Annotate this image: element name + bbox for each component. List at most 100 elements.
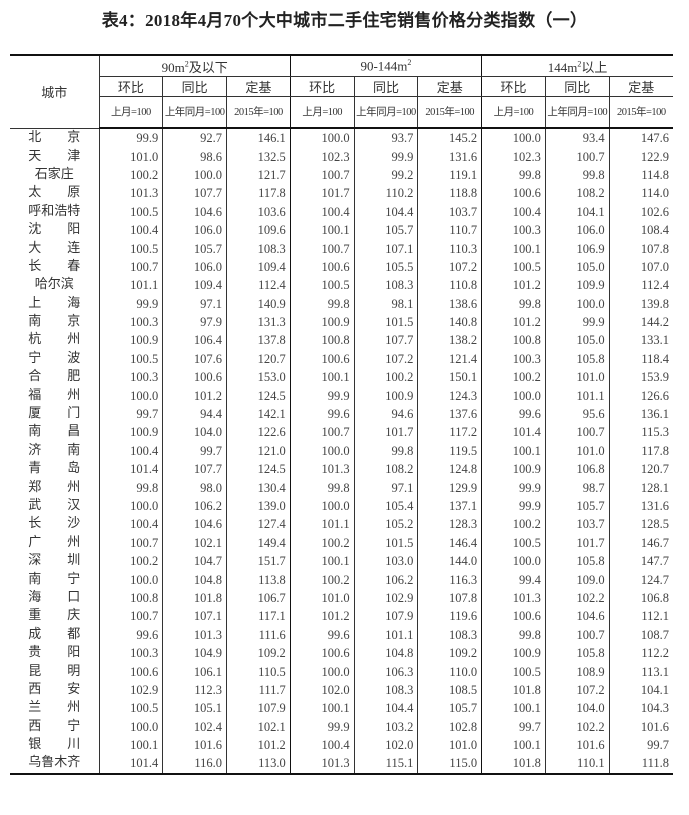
index-value-mom: 100.0 [289,128,355,148]
index-value-fixed-base: 102.8 [417,717,482,736]
index-value-mom: 100.5 [289,276,355,295]
table-row: 贵 阳 100.3 104.9 109.2 100.6 104.8 109.2 100.9 10… [10,643,673,663]
index-value-fixed-base: 102.6 [608,202,673,221]
city-name: 宁 波 [28,350,81,366]
city-name: 南 宁 [28,571,81,587]
index-value-yoy: 107.7 [353,331,418,350]
index-value-yoy: 107.1 [353,239,418,258]
index-value-fixed-base: 131.3 [226,312,291,332]
index-value-mom: 99.6 [289,404,355,424]
index-value-mom: 99.6 [481,404,546,424]
index-value-mom: 100.7 [289,423,355,442]
index-value-mom: 100.3 [481,220,546,240]
city-name: 深 圳 [28,553,81,569]
city-name: 海 口 [28,589,81,605]
table-row: 杭 州 100.9 106.4 137.8 100.8 107.7 138.2 100.8 10… [10,331,673,350]
index-value-mom: 100.5 [481,662,546,681]
index-value-mom: 101.1 [289,515,355,534]
index-value-yoy: 106.2 [162,496,227,516]
index-value-fixed-base: 109.2 [226,643,291,663]
index-value-mom: 100.9 [289,312,355,332]
index-value-yoy: 101.6 [544,735,610,755]
city-name: 青 岛 [28,461,81,477]
index-value-fixed-base: 107.8 [608,239,673,258]
index-value-yoy: 107.1 [162,607,227,626]
index-value-mom: 100.2 [481,368,546,387]
index-value-yoy: 104.9 [162,643,227,663]
index-value-mom: 100.8 [481,331,546,350]
city-name: 郑 州 [28,479,81,495]
index-value-mom: 100.1 [481,699,546,718]
index-value-mom: 100.0 [289,496,355,516]
index-value-yoy: 116.0 [162,754,227,774]
table-row: 深 圳 100.2 104.7 151.7 100.1 103.0 144.0 100.0 10… [10,551,673,571]
index-value-fixed-base: 137.6 [417,404,482,424]
index-value-mom: 101.2 [289,607,355,626]
base-header-mom: 上月=100 [98,96,163,129]
index-value-fixed-base: 128.3 [417,515,482,534]
index-value-fixed-base: 144.0 [417,551,482,571]
group-header-small: 90m2及以下 [98,55,291,77]
base-header-yoy: 上年同月=100 [353,96,418,129]
city-name: 呼和浩特 [28,203,81,219]
index-value-fixed-base: 108.3 [226,239,291,258]
city-column-header: 城市 [10,55,99,129]
index-value-yoy: 104.8 [353,643,418,663]
index-value-yoy: 93.4 [544,128,610,148]
index-value-yoy: 105.8 [544,643,610,663]
index-value-fixed-base: 113.8 [226,570,291,589]
index-value-mom: 100.0 [98,386,163,405]
index-value-yoy: 94.6 [353,404,418,424]
index-value-mom: 99.9 [98,294,163,313]
index-value-fixed-base: 145.2 [417,128,482,148]
index-value-mom: 100.6 [289,643,355,663]
index-value-yoy: 106.9 [544,239,610,258]
index-value-yoy: 100.7 [544,423,610,442]
index-value-mom: 100.1 [289,220,355,240]
index-value-fixed-base: 115.0 [417,754,482,774]
index-value-mom: 99.9 [481,478,546,497]
city-name: 北 京 [28,129,81,145]
index-value-yoy: 102.4 [162,717,227,736]
index-value-mom: 101.0 [98,147,163,166]
index-value-yoy: 99.8 [353,441,418,461]
group-label: 144m [547,59,578,75]
index-value-yoy: 108.3 [353,276,418,295]
index-value-yoy: 106.1 [162,662,227,681]
index-value-yoy: 99.8 [544,165,610,185]
index-value-fixed-base: 124.5 [226,386,291,405]
table-row: 重 庆 100.7 107.1 117.1 101.2 107.9 119.6 100.6 10… [10,607,673,626]
city-name: 广 州 [28,534,81,550]
index-value-mom: 99.8 [289,294,355,313]
subcol-header-yoy: 同比 [162,76,227,97]
index-value-fixed-base: 153.0 [226,368,291,387]
index-value-yoy: 106.0 [162,257,227,277]
table-row: 西 安 102.9 112.3 111.7 102.0 108.3 108.5 101.8 10… [10,680,673,700]
subcol-header-mom: 环比 [481,76,546,97]
index-value-fixed-base: 108.5 [417,680,482,700]
index-value-fixed-base: 128.5 [608,515,673,534]
index-value-fixed-base: 124.8 [417,460,482,479]
index-value-fixed-base: 122.9 [608,147,673,166]
city-name: 长 春 [28,258,81,274]
index-value-yoy: 105.0 [544,331,610,350]
index-value-fixed-base: 118.8 [417,184,482,203]
index-value-yoy: 105.2 [353,515,418,534]
table-row: 北 京 99.9 92.7 146.1 100.0 93.7 145.2 100.0 93.4 1… [10,128,673,148]
table-row: 昆 明 100.6 106.1 110.5 100.0 106.3 110.0 100.5 10… [10,662,673,681]
index-value-yoy: 104.6 [162,202,227,221]
index-value-mom: 100.5 [98,239,163,258]
index-value-yoy: 108.3 [353,680,418,700]
base-header-fixed-base: 2015年=100 [608,96,673,129]
table-row: 沈 阳 100.4 106.0 109.6 100.1 105.7 110.7 100.3 10… [10,220,673,240]
index-value-yoy: 101.5 [353,312,418,332]
city-name: 武 汉 [28,498,81,513]
index-value-mom: 100.7 [98,607,163,626]
city-name: 杭 州 [28,332,81,348]
index-value-fixed-base: 131.6 [417,147,482,166]
index-value-mom: 100.4 [98,441,163,461]
index-value-yoy: 102.2 [544,588,610,608]
index-value-yoy: 104.0 [544,699,610,718]
index-value-mom: 100.1 [289,551,355,571]
index-value-yoy: 95.6 [544,404,610,424]
